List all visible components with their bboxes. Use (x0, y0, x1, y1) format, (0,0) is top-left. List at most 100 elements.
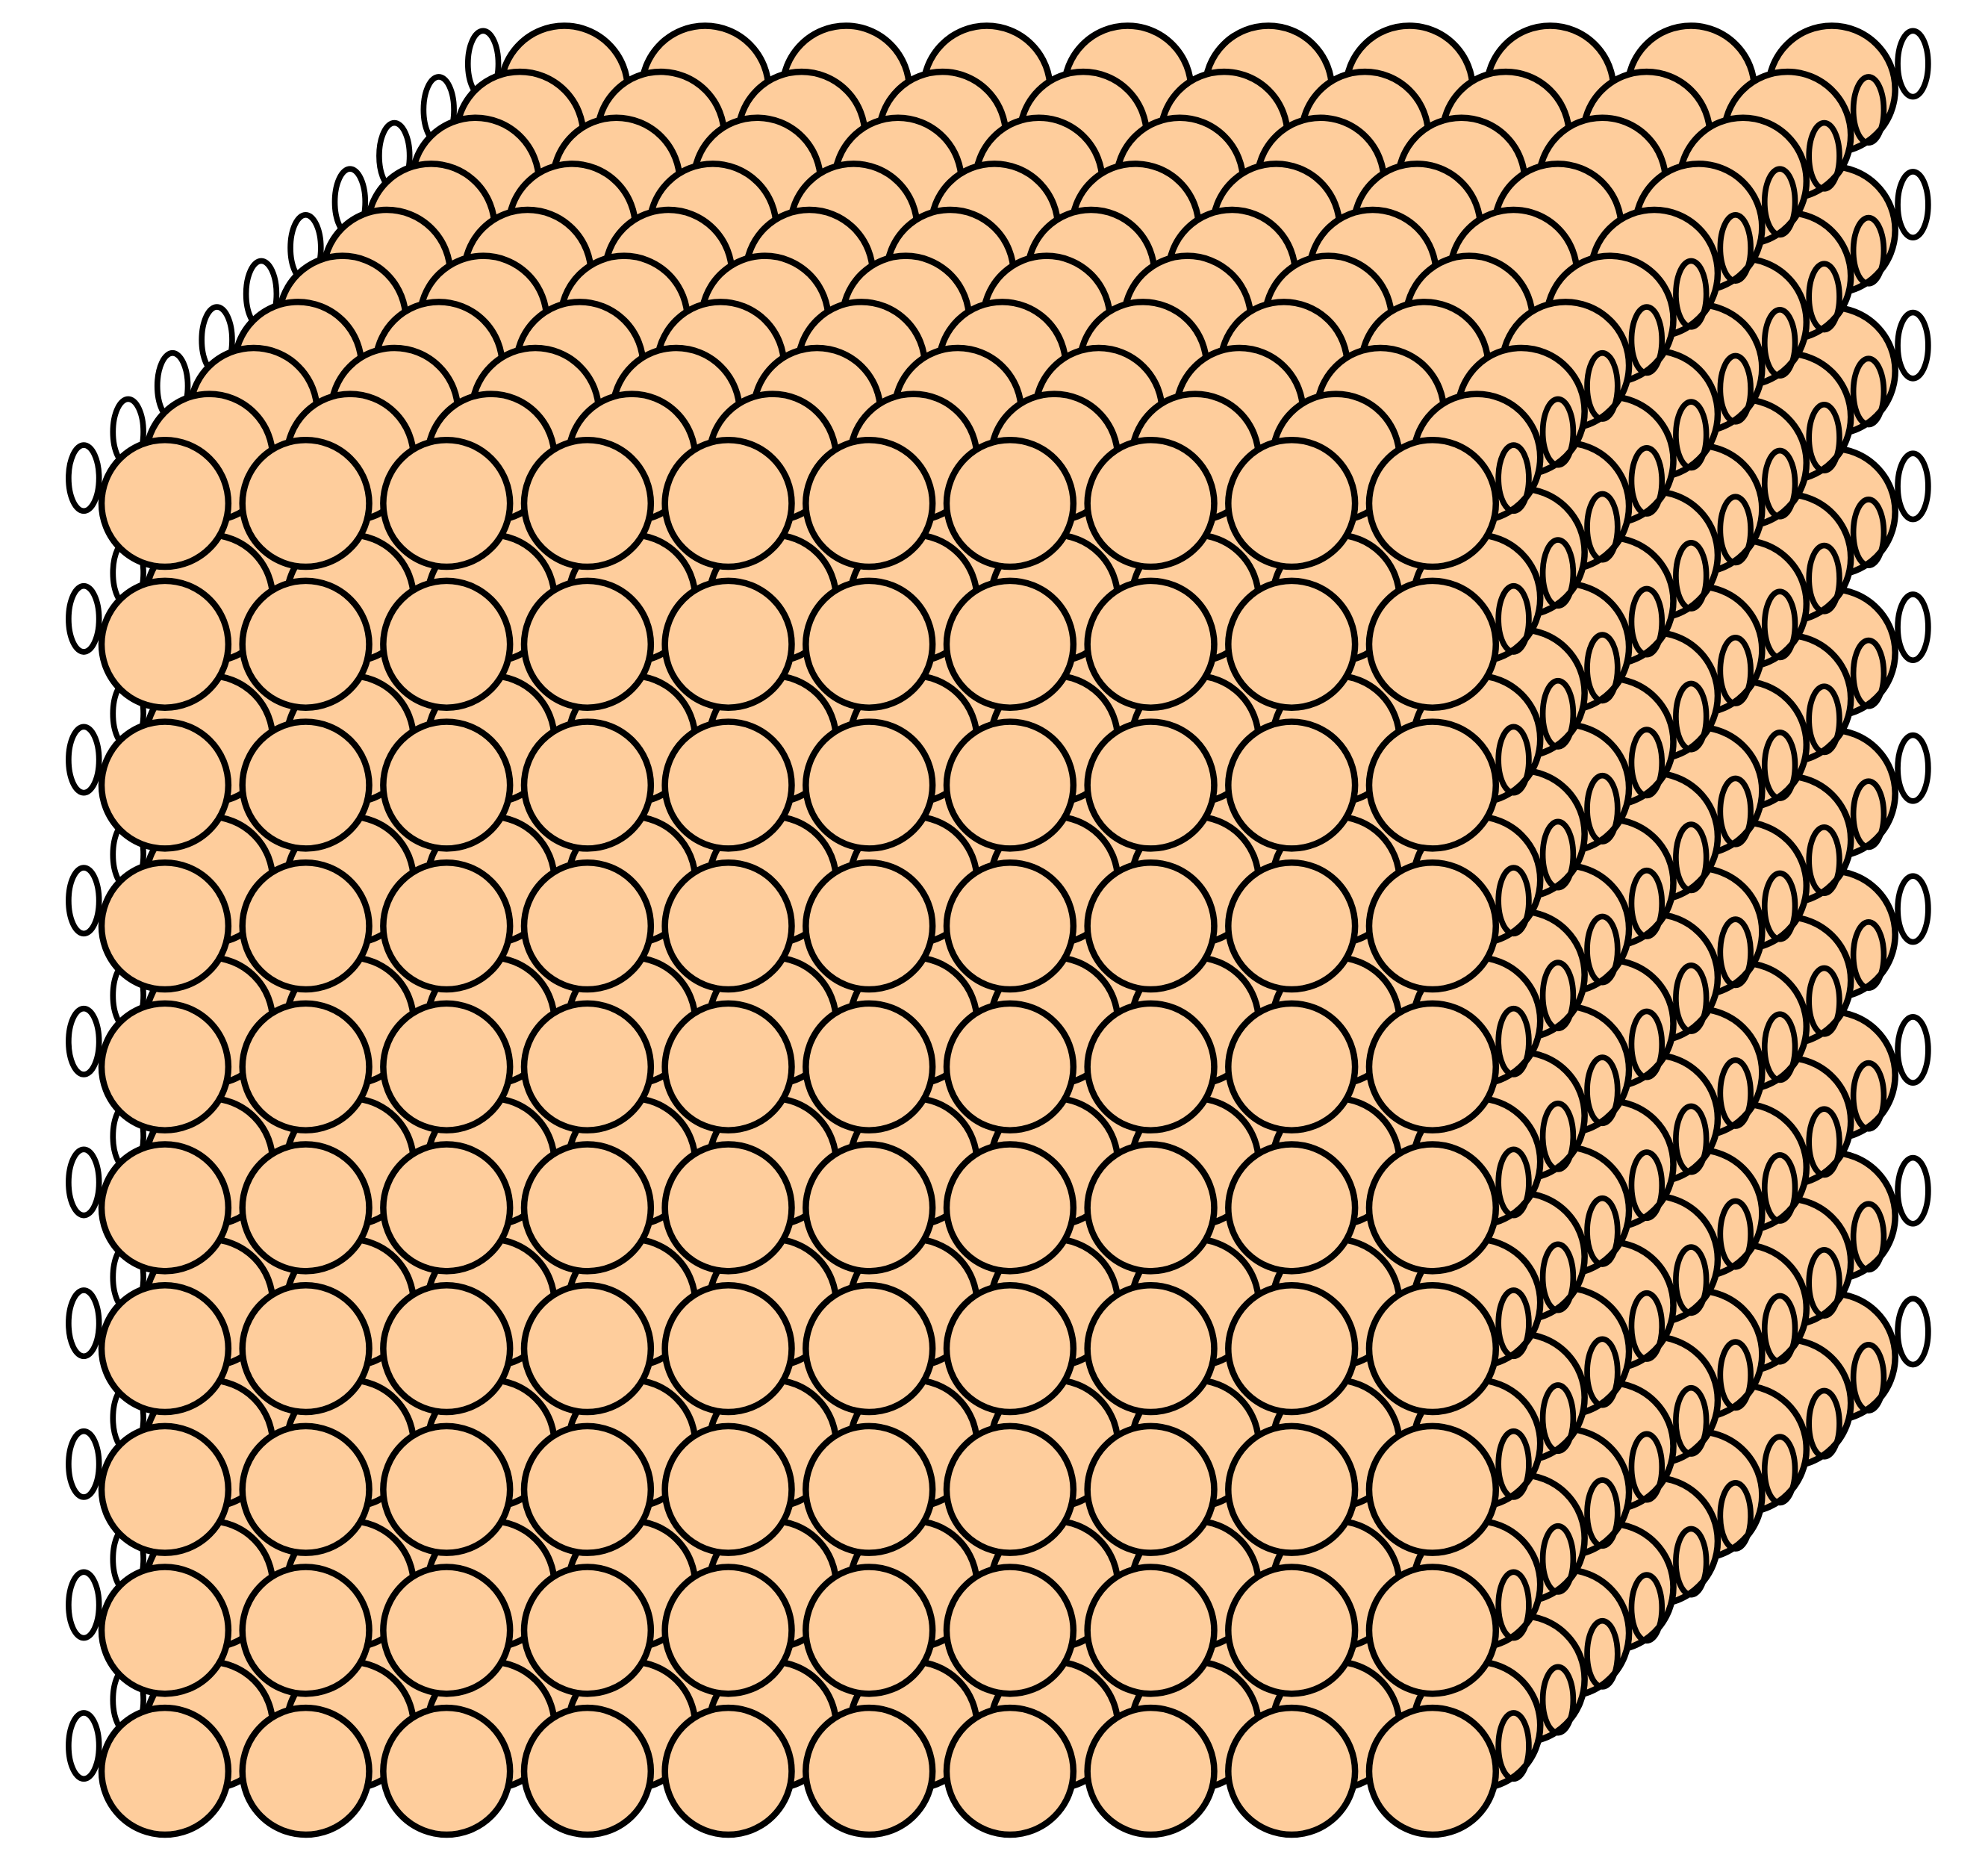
loop (1495, 1710, 1532, 1782)
loop (66, 1569, 102, 1641)
sphere (239, 1704, 373, 1838)
sphere (803, 1564, 936, 1697)
loop (1584, 491, 1621, 563)
loop (66, 1146, 102, 1219)
loop (1495, 1428, 1532, 1500)
loop (1895, 1154, 1931, 1227)
sphere (943, 1000, 1077, 1133)
sphere (239, 1422, 373, 1556)
sphere (803, 436, 936, 570)
sphere (239, 1281, 373, 1416)
sphere (1365, 859, 1500, 993)
loop (1628, 727, 1666, 799)
sphere (380, 1704, 514, 1838)
sphere (661, 1141, 795, 1275)
sphere (520, 1564, 655, 1697)
sphere (1084, 1704, 1218, 1838)
loop (66, 442, 102, 514)
sphere (803, 1281, 936, 1416)
loop (66, 1287, 102, 1360)
sphere (803, 1141, 936, 1275)
sphere (803, 1704, 936, 1838)
loop (1628, 585, 1666, 658)
loop (66, 1005, 102, 1077)
loop (1628, 1149, 1666, 1222)
loop (1806, 542, 1842, 615)
sphere (1365, 1422, 1500, 1556)
sphere (1365, 1704, 1500, 1838)
sphere (803, 718, 936, 852)
sphere (520, 436, 655, 570)
loop (1761, 447, 1798, 520)
sphere (661, 1281, 795, 1416)
sphere (380, 1281, 514, 1416)
sphere (520, 1422, 655, 1556)
sphere (380, 577, 514, 711)
loop (1584, 1477, 1621, 1549)
sphere (943, 1281, 1077, 1416)
loop (1673, 1384, 1710, 1457)
sphere (98, 1281, 232, 1416)
loop (1495, 1146, 1532, 1219)
loop (1761, 1011, 1798, 1083)
sphere (1225, 718, 1359, 852)
sphere (1084, 1000, 1218, 1133)
loop (1717, 1198, 1754, 1270)
sphere (661, 577, 795, 711)
loop (1717, 494, 1754, 566)
loop (1717, 1479, 1754, 1552)
loop (1850, 637, 1887, 709)
loop (1806, 261, 1842, 333)
sphere (1225, 1281, 1359, 1416)
loop (1717, 634, 1754, 706)
loop (1895, 450, 1931, 523)
sphere (520, 859, 655, 993)
loop (1806, 1387, 1842, 1460)
loop (1539, 960, 1577, 1032)
loop (1584, 1054, 1621, 1127)
loop (66, 1428, 102, 1500)
sphere (239, 859, 373, 993)
sphere (803, 859, 936, 993)
loop (1717, 1057, 1754, 1129)
loop (1673, 539, 1710, 612)
sphere (1365, 577, 1500, 711)
sphere (1225, 1422, 1359, 1556)
sphere (1365, 1281, 1500, 1416)
sphere (661, 718, 795, 852)
sphere (98, 1000, 232, 1133)
loop (1850, 1201, 1887, 1273)
loop (1495, 1287, 1532, 1360)
loop (66, 865, 102, 937)
loop (1761, 166, 1798, 238)
sphere (380, 1000, 514, 1133)
loop (1539, 1664, 1577, 1736)
loop (1495, 442, 1532, 514)
loop (1717, 775, 1754, 848)
sphere (943, 859, 1077, 993)
loop (1495, 1569, 1532, 1641)
loop (1761, 588, 1798, 661)
sphere (239, 1564, 373, 1697)
loop (66, 1710, 102, 1782)
sphere (239, 718, 373, 852)
loop (1850, 1342, 1887, 1414)
sphere (943, 1564, 1077, 1697)
sphere (943, 718, 1077, 852)
sphere (1084, 1422, 1218, 1556)
sphere (1084, 1281, 1218, 1416)
loop (1628, 867, 1666, 939)
loop (1850, 778, 1887, 850)
loop (1628, 444, 1666, 517)
loop (1539, 677, 1577, 750)
loop (1584, 349, 1621, 422)
sphere (98, 1704, 232, 1838)
loop (1806, 119, 1842, 192)
sphere (661, 1422, 795, 1556)
loop (1673, 399, 1710, 471)
loop (1628, 304, 1666, 376)
sphere (239, 577, 373, 711)
loop (1673, 1526, 1710, 1598)
sphere (1084, 577, 1218, 711)
loop (1673, 1103, 1710, 1175)
